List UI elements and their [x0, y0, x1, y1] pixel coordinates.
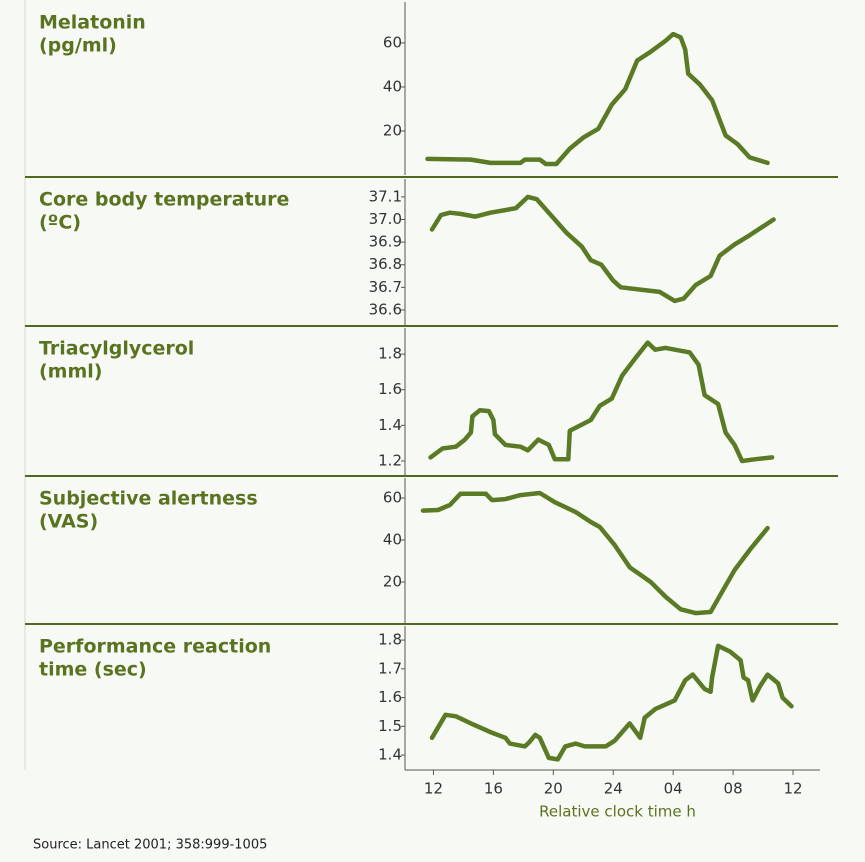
panel-title: time (sec): [39, 659, 147, 681]
y-tick-label: 36.7: [369, 278, 402, 296]
data-line: [428, 340, 775, 464]
y-tick-label: 1.7: [378, 659, 402, 677]
panel-title: (ºC): [39, 212, 81, 234]
panel-title: (mml): [39, 361, 102, 383]
panel-title: Triacylglycerol: [39, 338, 194, 360]
y-tick-label: 36.8: [369, 255, 402, 273]
x-tick-label: 20: [544, 780, 563, 798]
data-line: [420, 490, 770, 616]
y-tick-label: 1.2: [378, 451, 402, 469]
y-tick-label: 36.9: [369, 233, 402, 251]
panel-title: (VAS): [39, 511, 98, 533]
y-tick-label: 1.6: [378, 380, 402, 398]
y-tick-label: 40: [383, 77, 402, 95]
x-tick-label: 04: [664, 780, 683, 798]
y-tick-label: 20: [383, 121, 402, 139]
panel-title: Performance reaction: [39, 636, 271, 658]
y-tick-label: 1.5: [378, 717, 402, 735]
x-axis-label: Relative clock time h: [539, 803, 696, 821]
y-tick-label: 37.1: [369, 187, 402, 205]
y-tick-label: 40: [383, 531, 402, 549]
x-tick-label: 12: [424, 780, 443, 798]
y-tick-label: 1.4: [378, 416, 402, 434]
panel-title: Subjective alertness: [39, 488, 258, 510]
y-tick-label: 1.6: [378, 688, 402, 706]
data-line: [425, 31, 770, 167]
x-tick-label: 12: [783, 780, 802, 798]
y-tick-label: 1.8: [378, 631, 402, 649]
panel-title: Melatonin: [39, 12, 146, 34]
x-tick-label: 08: [724, 780, 743, 798]
y-tick-label: 37.0: [369, 210, 402, 228]
y-tick-label: 36.6: [369, 300, 402, 318]
panel-title: Core body temperature: [39, 189, 289, 211]
data-line: [429, 643, 794, 762]
y-tick-label: 1.4: [378, 746, 402, 764]
data-line: [429, 194, 776, 304]
y-tick-label: 1.8: [378, 345, 402, 363]
x-tick-label: 24: [604, 780, 623, 798]
source-note: Source: Lancet 2001; 358:999-1005: [33, 838, 267, 853]
y-tick-label: 60: [383, 489, 402, 507]
panel-title: (pg/ml): [39, 35, 117, 57]
y-tick-label: 20: [383, 573, 402, 591]
y-tick-label: 60: [383, 33, 402, 51]
x-tick-label: 16: [484, 780, 503, 798]
